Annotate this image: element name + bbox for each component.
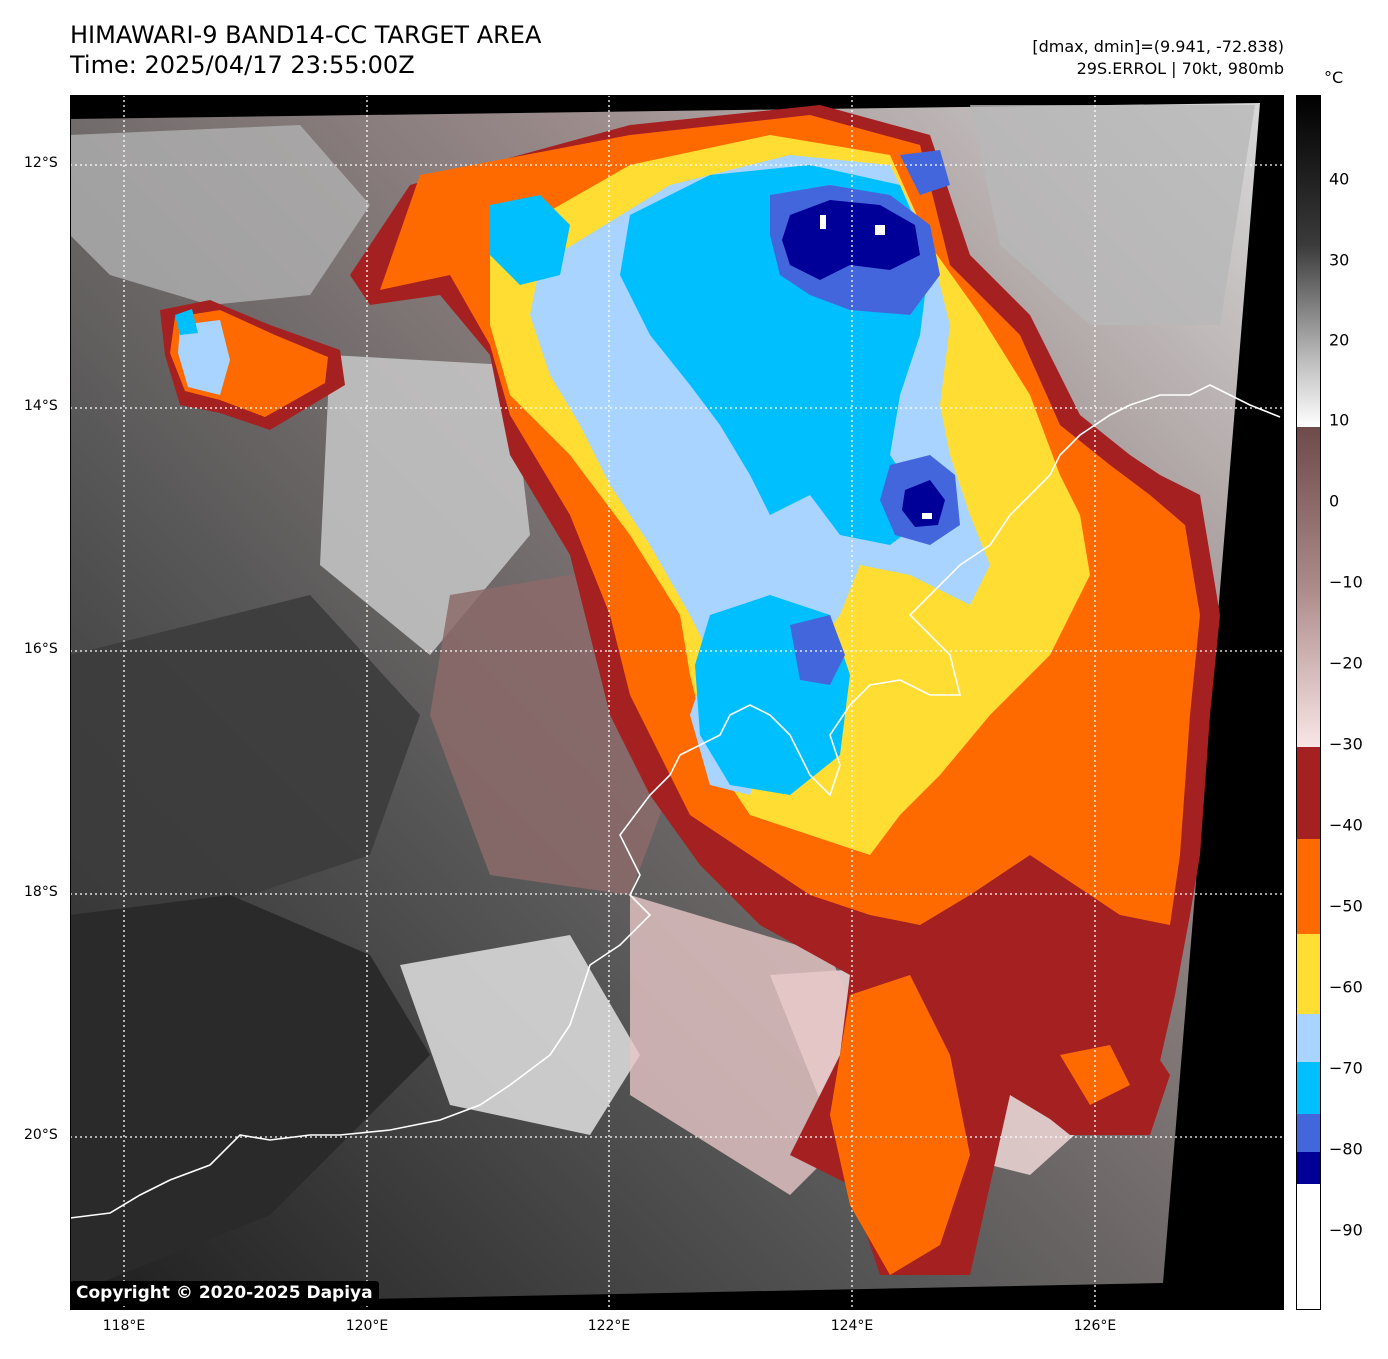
cloud-layer xyxy=(178,320,230,395)
copyright-badge: Copyright © 2020-2025 Dapiya xyxy=(70,1281,379,1306)
colorbar-tick-label: −50 xyxy=(1329,896,1363,916)
colorbar-tick-label: −10 xyxy=(1329,572,1363,592)
cloud-layer xyxy=(830,975,970,1275)
lon-label-124e: 124°E xyxy=(830,1318,874,1334)
storm-info: 29S.ERROL | 70kt, 980mb xyxy=(1076,59,1284,78)
lat-label-12s: 12°S xyxy=(24,155,58,171)
colorbar-frame xyxy=(1296,95,1321,1310)
cold-core-white xyxy=(875,225,885,235)
colorbar-warm-segment xyxy=(1296,95,1321,427)
colorbar-white-segment xyxy=(1296,1184,1321,1310)
colorbar-tick-label: −30 xyxy=(1329,734,1363,754)
colorbar-tick-label: 30 xyxy=(1329,250,1350,270)
colorbar-unit: °C xyxy=(1324,68,1344,87)
colorbar-orange-segment xyxy=(1296,839,1321,934)
cold-core-white xyxy=(922,513,932,519)
cloud-patch xyxy=(400,935,640,1135)
lat-label-14s: 14°S xyxy=(24,398,58,414)
cloud-patch xyxy=(320,355,530,655)
lon-label-118e: 118°E xyxy=(102,1318,146,1334)
colorbar-tick-label: 40 xyxy=(1329,169,1350,189)
colorbar-tick-label: −60 xyxy=(1329,977,1363,997)
main-cloud-shield xyxy=(350,105,1220,1275)
colorbar-tick-label: −80 xyxy=(1329,1139,1363,1159)
lon-label-126e: 126°E xyxy=(1073,1318,1117,1334)
map-frame xyxy=(70,95,1284,1310)
cloud-layer-navy xyxy=(782,200,920,280)
cloud-patch xyxy=(70,595,420,915)
cloud-layer-navy xyxy=(902,480,945,527)
lat-label-20s: 20°S xyxy=(24,1127,58,1143)
colorbar-royalblue-segment xyxy=(1296,1114,1321,1152)
colorbar-tick-label: 0 xyxy=(1329,491,1340,511)
colorbar-darkred-segment xyxy=(1296,747,1321,839)
lat-label-16s: 16°S xyxy=(24,641,58,657)
warm-cloud-fields xyxy=(70,105,1255,1295)
cloud-layer-royalblue xyxy=(900,150,950,195)
cold-core-white xyxy=(820,215,826,229)
cloud-layer xyxy=(175,309,198,335)
cloud-layer-cyan xyxy=(490,195,570,285)
title-product: HIMAWARI-9 BAND14-CC TARGET AREA xyxy=(70,21,542,49)
colorbar-navy-segment xyxy=(1296,1152,1321,1184)
cloud-patch xyxy=(970,105,1255,325)
temperature-colorbar xyxy=(1296,95,1321,1310)
lat-label-18s: 18°S xyxy=(24,884,58,900)
colorbar-lightblue-segment xyxy=(1296,1014,1321,1062)
storm-metadata: [dmax, dmin]=(9.941, -72.838) 29S.ERROL … xyxy=(1032,36,1284,80)
coastline xyxy=(70,384,1281,1219)
cloud-patch xyxy=(70,895,430,1295)
satellite-map xyxy=(70,95,1284,1310)
cloud-layer-royalblue xyxy=(790,615,845,685)
colorbar-tick-label: −70 xyxy=(1329,1058,1363,1078)
colorbar-tick-label: 20 xyxy=(1329,330,1350,350)
cloud-patch xyxy=(70,125,370,305)
dmax-dmin-readout: [dmax, dmin]=(9.941, -72.838) xyxy=(1032,37,1284,56)
colorbar-tick-label: 10 xyxy=(1329,410,1350,430)
colorbar-tick-label: −40 xyxy=(1329,815,1363,835)
chart-title: HIMAWARI-9 BAND14-CC TARGET AREA Time: 2… xyxy=(70,20,541,80)
colorbar-mauve-segment xyxy=(1296,427,1321,747)
colorbar-cyan-segment xyxy=(1296,1062,1321,1114)
colorbar-yellow-segment xyxy=(1296,934,1321,1014)
nw-convective-cell xyxy=(160,300,345,430)
lon-label-120e: 120°E xyxy=(345,1318,389,1334)
title-time: Time: 2025/04/17 23:55:00Z xyxy=(70,51,415,79)
lon-label-122e: 122°E xyxy=(587,1318,631,1334)
colorbar-tick-label: −20 xyxy=(1329,653,1363,673)
graticule xyxy=(70,95,1284,1310)
colorbar-tick-label: −90 xyxy=(1329,1220,1363,1240)
